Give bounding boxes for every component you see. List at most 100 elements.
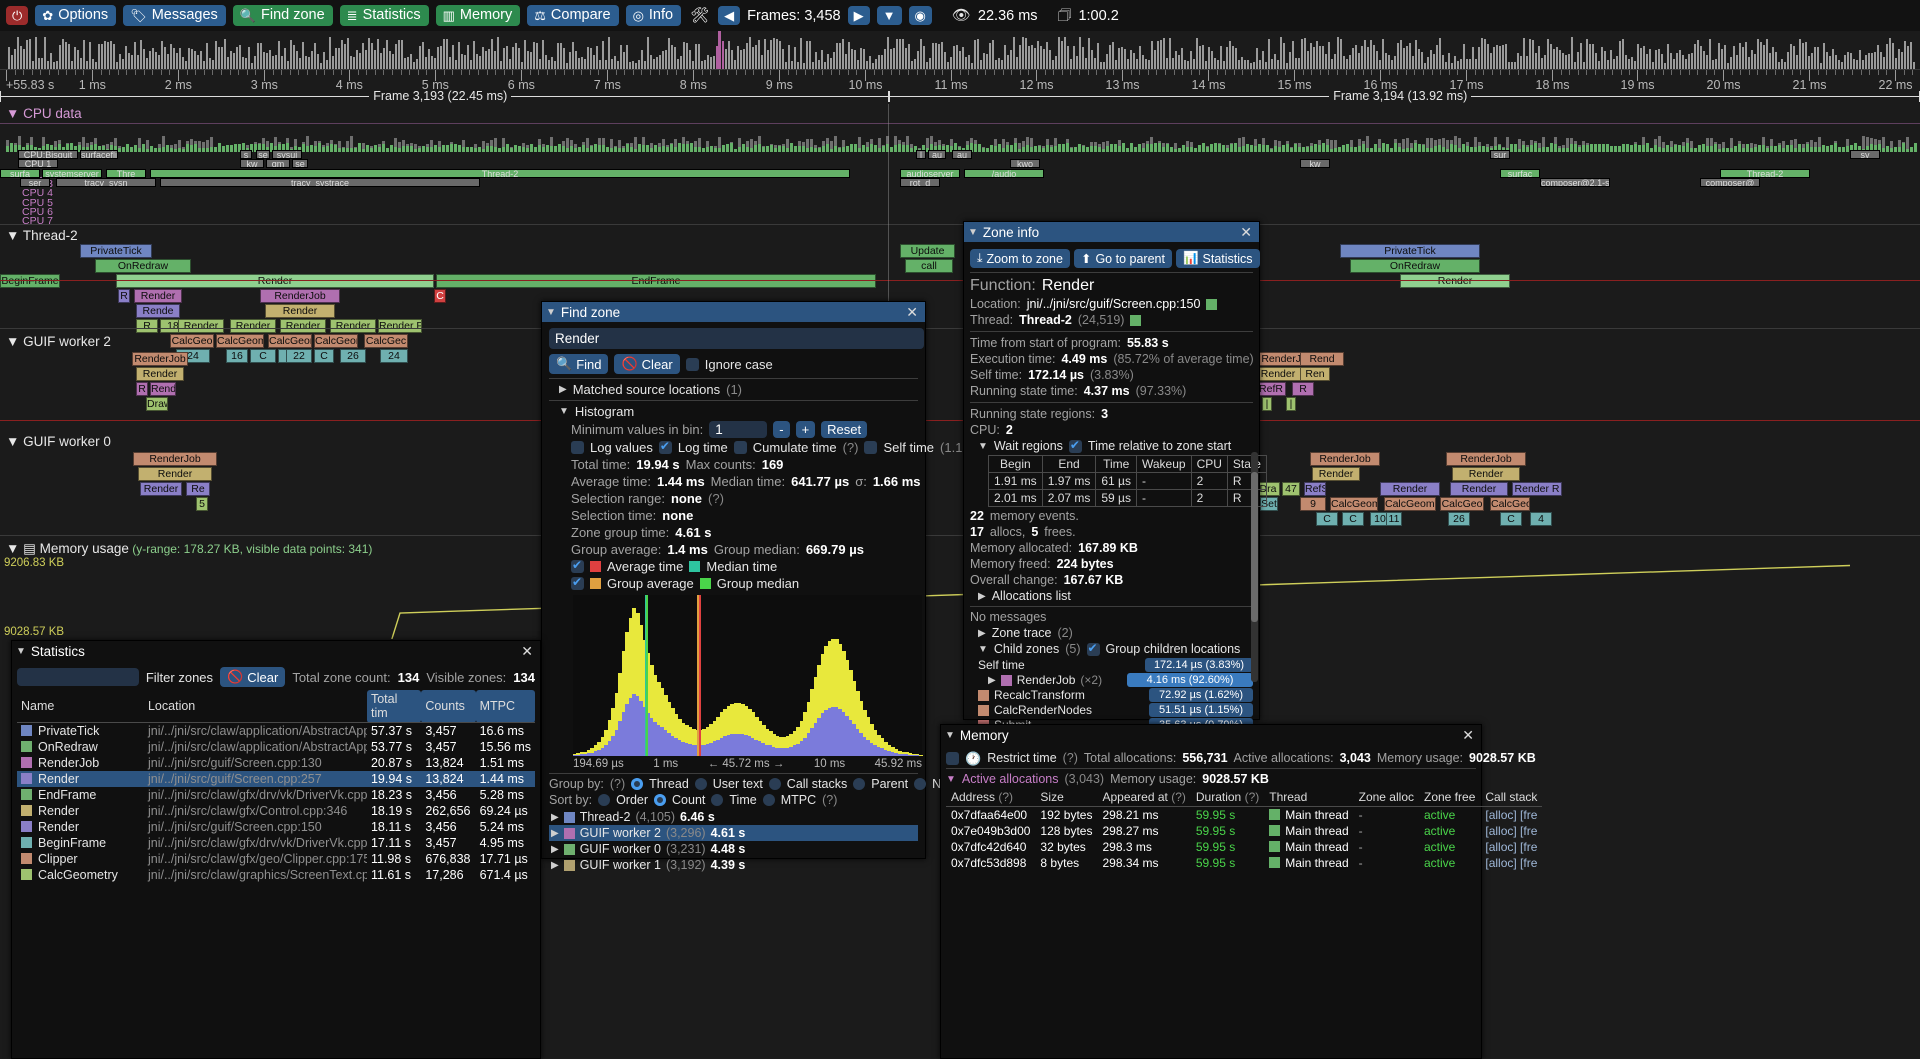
timeline-zone[interactable]: CalcGeo — [1490, 497, 1530, 511]
statistics-titlebar[interactable]: ▼ Statistics ✕ — [12, 641, 540, 661]
restrict-time-hint[interactable]: (?) — [1062, 751, 1078, 765]
mem-col-header[interactable]: Zone free — [1419, 788, 1481, 807]
zone-statistics-button[interactable]: 📊 Statistics — [1175, 249, 1260, 268]
min-values-input[interactable]: 1 — [709, 421, 768, 438]
group-header-guif-worker-0[interactable]: ▼ GUIF worker 0 — [6, 434, 111, 449]
timeline-zone[interactable]: 16 — [226, 349, 248, 363]
memory-allocations-table[interactable]: Address (?) Size Appeared at (?) Duration (… — [946, 788, 1543, 871]
statistics-clear-button[interactable]: 🚫 Clear — [220, 667, 286, 687]
stats-col-header[interactable]: Location — [143, 690, 367, 723]
cumulate-time-checkbox[interactable] — [733, 441, 747, 454]
collapse-triangle-icon[interactable]: ▼ — [546, 306, 556, 318]
cpu-block[interactable]: gm — [266, 159, 290, 169]
timeline-zone[interactable]: Render — [265, 304, 335, 318]
messages-button[interactable]: 🏷 Messages — [123, 4, 226, 27]
sort-by-mtpc-radio[interactable] — [762, 794, 775, 806]
timeline-zone[interactable]: Render — [140, 482, 182, 496]
collapse-triangle-icon[interactable]: ▼ — [945, 729, 955, 741]
cpu-block[interactable]: rot_d — [900, 177, 940, 187]
find-zone-group-list[interactable]: ▶ Thread-2 (4,105) 6.46 s ▶ GUIF worker 2 (3,2… — [549, 809, 918, 873]
power-button[interactable]: ⏻ — [6, 6, 29, 25]
cumulate-hint[interactable]: (?) — [842, 440, 859, 455]
find-zone-group-row[interactable]: ▶ GUIF worker 1 (3,192) 4.39 s — [549, 857, 918, 873]
timeline-zone[interactable]: R — [136, 382, 148, 396]
frame-label[interactable]: Frame 3,193 (22.45 ms) — [369, 89, 512, 103]
timeline-zone[interactable]: CalcGec — [364, 334, 408, 348]
selection-range-hint[interactable]: (?) — [708, 491, 724, 506]
timeline-zone[interactable]: OnRedraw — [95, 259, 191, 273]
active-allocations-section-label[interactable]: Active allocations — [961, 772, 1059, 786]
child-zone-row[interactable]: Self time 172.14 µs (3.83%) — [970, 658, 1253, 672]
self-time-checkbox[interactable] — [864, 441, 878, 454]
mem-col-header[interactable]: Call stack — [1480, 788, 1543, 807]
timeline-zone[interactable]: 47 — [1282, 482, 1300, 496]
memory-usage-plot[interactable] — [0, 555, 1920, 639]
child-zone-row[interactable]: ▶ RenderJob (×2) 4.16 ms (92.60%) — [970, 673, 1253, 687]
memory-titlebar[interactable]: ▼ Memory ✕ — [941, 725, 1481, 745]
group-triangle-icon[interactable]: ▶ — [551, 811, 559, 823]
timeline-zone[interactable]: RenderJob — [133, 452, 217, 466]
sort-by-order-radio[interactable] — [598, 794, 611, 806]
timeline-zone[interactable]: RenderJob — [1310, 452, 1380, 466]
group-header-cpu-data[interactable]: ▼ CPU data — [6, 106, 82, 121]
timeline-zone[interactable]: C — [1316, 512, 1338, 526]
table-row[interactable]: PrivateTick jni/../jni/src/claw/applicati… — [17, 723, 535, 740]
timeline-zone[interactable]: C — [1500, 512, 1522, 526]
histogram-label[interactable]: Histogram — [574, 404, 635, 419]
table-row[interactable]: Render jni/../jni/src/guif/Screen.cpp:257… — [17, 771, 535, 787]
cpu-block[interactable]: systemserver — [42, 168, 102, 178]
timeline-zone[interactable]: | — [1286, 397, 1296, 411]
timeline-zone[interactable]: Rend — [150, 382, 176, 396]
mem-col-hint[interactable]: (?) — [998, 790, 1014, 804]
timeline-zone[interactable]: Render F — [378, 319, 422, 333]
timeline-zone[interactable]: CalcGeome — [1330, 497, 1378, 511]
log-values-checkbox[interactable] — [571, 441, 584, 454]
sort-by-hint[interactable]: (?) — [822, 793, 838, 807]
close-icon[interactable]: ✕ — [521, 642, 533, 659]
timeline-zone[interactable]: RenderJob — [1446, 452, 1526, 466]
close-icon[interactable]: ✕ — [1462, 726, 1474, 743]
timeline-zone[interactable]: C — [1342, 512, 1364, 526]
histogram-chart[interactable] — [573, 595, 923, 756]
timeline-zone[interactable]: R — [1292, 382, 1314, 396]
cpu-block[interactable]: se — [256, 150, 270, 159]
matched-source-locations-label[interactable]: Matched source locations — [572, 382, 721, 397]
timeline-zone[interactable]: | — [1262, 397, 1272, 411]
cpu-block[interactable]: se — [292, 159, 308, 169]
sort-by-count-radio[interactable] — [654, 794, 667, 806]
cpu-block[interactable]: au — [928, 150, 946, 159]
memory-button[interactable]: ▥ Memory — [435, 4, 521, 27]
timeline-zone[interactable]: Ren — [1300, 367, 1330, 381]
timeline-zone[interactable]: Render — [1452, 467, 1520, 481]
allocations-list-triangle-icon[interactable]: ▶ — [978, 590, 986, 602]
tools-button[interactable]: 🛠 — [688, 6, 711, 25]
location-value[interactable]: jni/../jni/src/guif/Screen.cpp:150 — [1026, 297, 1201, 311]
table-row[interactable]: Clipper jni/../jni/src/claw/gfx/geo/Clipp… — [17, 851, 535, 867]
cpu-block[interactable]: sysui — [272, 150, 302, 159]
mem-col-header[interactable]: Address (?) — [946, 788, 1036, 807]
avg-time-legend-checkbox[interactable] — [571, 558, 584, 573]
timeline-zone[interactable]: CalcGeome — [216, 334, 264, 348]
frame-label[interactable]: Frame 3,194 (13.92 ms) — [1329, 89, 1472, 103]
center-view-button[interactable]: ◉ — [908, 6, 932, 25]
timeline-zone[interactable]: Render — [1312, 467, 1360, 481]
stats-col-header[interactable]: Counts — [421, 690, 476, 723]
group-by-hint[interactable]: (?) — [609, 777, 626, 791]
timeline-zone[interactable]: Render R — [1512, 482, 1562, 496]
timeline-zone[interactable]: OnRedraw — [1350, 259, 1480, 273]
frame-dropdown-button[interactable]: ▼ — [876, 6, 902, 25]
find-zone-group-row[interactable]: ▶ GUIF worker 2 (3,296) 4.61 s — [549, 825, 918, 841]
next-frame-button[interactable]: ▶ — [847, 6, 870, 25]
group-triangle-icon[interactable]: ▶ — [551, 827, 559, 839]
reset-button[interactable]: Reset — [821, 421, 868, 438]
mem-col-header[interactable]: Thread — [1264, 788, 1354, 807]
cpu-block[interactable]: kw — [1300, 159, 1330, 169]
group-by-none-radio[interactable] — [914, 778, 927, 790]
cpu-block[interactable]: kw — [240, 159, 264, 169]
log-time-checkbox[interactable] — [658, 439, 672, 454]
timeline-zone[interactable]: CalcGeo — [1440, 497, 1484, 511]
timeline-zone[interactable]: RefR — [1256, 382, 1286, 396]
timeline-zone[interactable]: Render — [330, 319, 376, 333]
timeline-zone[interactable]: 4 — [1530, 512, 1552, 526]
table-row[interactable]: EndFrame jni/../jni/src/claw/gfx/drv/vk/D… — [17, 787, 535, 803]
